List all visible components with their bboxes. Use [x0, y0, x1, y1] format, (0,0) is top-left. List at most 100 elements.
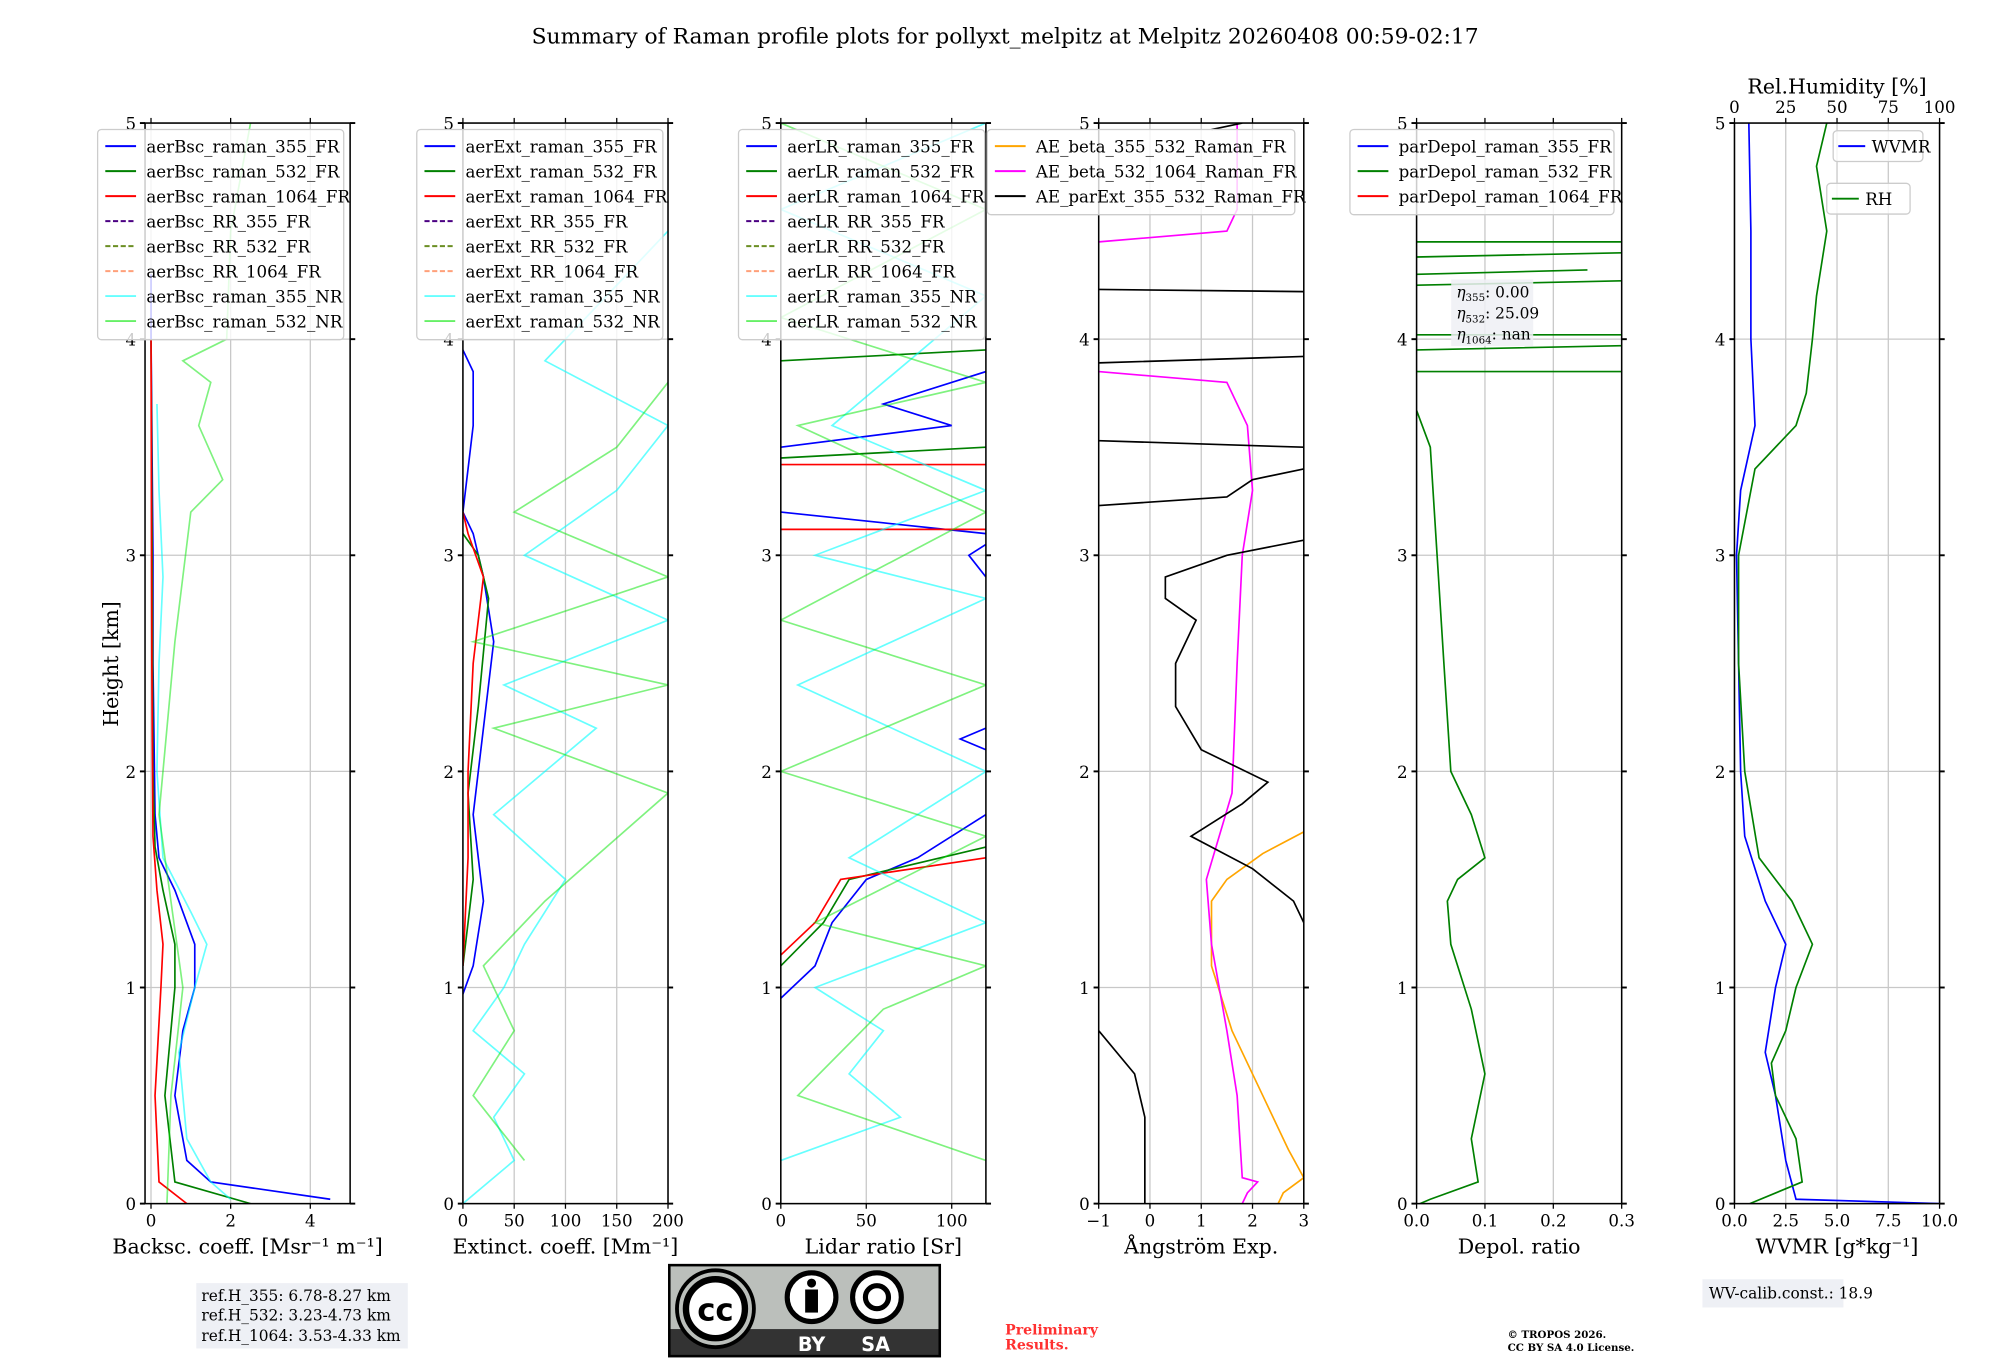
x-tick-label: 1 — [1196, 1212, 1207, 1231]
series-group — [1098, 123, 1304, 1204]
series-line-aerExt_raman_532_NR — [470, 381, 669, 1161]
y-tick-label: 3 — [1397, 547, 1408, 566]
legend-label: aerBsc_raman_532_FR — [146, 163, 340, 182]
series-line-parDepol_raman_532_FR — [1416, 241, 1622, 1204]
top-x-tick-label: 0 — [1729, 98, 1740, 117]
y-tick-label: 1 — [1397, 979, 1408, 998]
legend-label: aerExt_raman_532_FR — [465, 163, 657, 182]
legend-box — [1832, 130, 1924, 163]
license-by: BY — [798, 1333, 827, 1356]
legend-box — [737, 128, 986, 341]
y-tick-label: 1 — [125, 979, 136, 998]
x-tick-label: 0.2 — [1540, 1212, 1567, 1231]
y-tick-label: 1 — [1079, 979, 1090, 998]
x-axis-label: Lidar ratio [Sr] — [805, 1235, 962, 1259]
series-line-AE_beta_355_532_Raman_FR — [1210, 831, 1304, 1204]
legend-label: aerExt_raman_355_NR — [465, 288, 660, 307]
preliminary-note-line1: Preliminary — [1005, 1322, 1099, 1338]
series-line-aerLR_raman_1064_FR — [780, 463, 986, 956]
series-line-aerExt_raman_532_FR — [462, 533, 490, 966]
legend-label: aerLR_raman_1064_FR — [787, 188, 985, 207]
legend-label: aerExt_RR_532_FR — [465, 238, 627, 257]
y-tick-label: 2 — [125, 763, 136, 782]
legend-label: aerExt_raman_1064_FR — [465, 188, 667, 207]
cc-by-sa-logo: cc BY SA — [668, 1263, 942, 1358]
x-tick-label: 7.5 — [1875, 1212, 1902, 1231]
y-tick-label: 2 — [1079, 763, 1090, 782]
series-line-aerLR_raman_532_FR — [780, 349, 986, 967]
legend-label: aerLR_raman_355_FR — [787, 138, 974, 157]
series-line-WVMR — [1735, 123, 1940, 1204]
y-tick-label: 2 — [1397, 763, 1408, 782]
x-tick-label: 0.1 — [1472, 1212, 1499, 1231]
y-tick-label: 0 — [1397, 1195, 1408, 1214]
y-tick-label: 0 — [125, 1195, 136, 1214]
eta-value-355: η355: 0.00 — [1456, 283, 1529, 304]
legend-label: AE_beta_532_1064_Raman_FR — [1035, 163, 1297, 182]
legend-label: parDepol_raman_532_FR — [1399, 163, 1612, 182]
axes-frame — [1415, 122, 1623, 1205]
wv-calibration-box: WV-calib.const.: 18.9 — [1702, 1279, 1873, 1308]
legend-label: RH — [1865, 190, 1892, 209]
series-line-aerBsc_raman_355_NR — [156, 404, 232, 1200]
top-x-axis-label: Rel.Humidity [%] — [1747, 75, 1926, 99]
reference-heights-box: ref.H_355: 6.78-8.27 km ref.H_532: 3.23-… — [196, 1283, 408, 1349]
legend-label: aerBsc_raman_355_NR — [146, 288, 343, 307]
top-x-tick-label: 50 — [1826, 98, 1847, 117]
preliminary-note-line2: Results. — [1005, 1338, 1069, 1354]
legend-label: aerBsc_raman_1064_FR — [146, 188, 350, 207]
y-tick-label: 2 — [443, 763, 454, 782]
y-tick-label: 5 — [125, 114, 136, 133]
legend-box — [986, 128, 1296, 216]
series-group — [1735, 123, 1940, 1204]
legend-label: aerLR_raman_532_NR — [787, 313, 977, 332]
copyright-line1: © TROPOS 2026. — [1508, 1329, 1607, 1341]
x-tick-label: 50 — [856, 1212, 877, 1231]
legend-label: AE_beta_355_532_Raman_FR — [1035, 138, 1286, 157]
series-line-aerExt_raman_1064_FR — [462, 511, 485, 966]
x-tick-label: 50 — [504, 1212, 525, 1231]
top-x-tick-label: 25 — [1775, 98, 1796, 117]
legend-WVMR: WVMR — [1832, 130, 1931, 163]
series-line-aerBsc_raman_355_FR — [150, 274, 331, 1201]
x-tick-label: 0.3 — [1608, 1212, 1635, 1231]
license-sa: SA — [861, 1333, 890, 1356]
x-tick-label: 0.0 — [1721, 1212, 1748, 1231]
share-alike-icon — [850, 1270, 904, 1325]
attribution-icon — [784, 1270, 839, 1325]
x-axis-label: WVMR [g*kg⁻¹] — [1756, 1235, 1919, 1259]
x-tick-label: 10.0 — [1921, 1212, 1958, 1231]
y-tick-label: 3 — [761, 547, 772, 566]
y-tick-label: 1 — [443, 979, 454, 998]
series-line-AE_beta_532_1064_Raman_FR — [1098, 123, 1260, 1204]
y-tick-label: 5 — [443, 114, 454, 133]
legend-label: aerBsc_raman_355_FR — [146, 138, 340, 157]
y-tick-label: 3 — [1715, 547, 1726, 566]
x-axis-label: Depol. ratio — [1458, 1235, 1581, 1259]
y-tick-label: 5 — [761, 114, 772, 133]
x-axis-label: Backsc. coeff. [Msr⁻¹ m⁻¹] — [112, 1235, 382, 1259]
x-tick-label: 0 — [1145, 1212, 1156, 1231]
legend-label: parDepol_raman_1064_FR — [1399, 188, 1623, 207]
series-line-aerExt_raman_355_NR — [462, 230, 669, 1204]
x-tick-label: 3 — [1298, 1212, 1309, 1231]
y-tick-label: 2 — [1715, 763, 1726, 782]
legend-label: parDepol_raman_355_FR — [1399, 138, 1612, 157]
x-tick-label: 150 — [601, 1212, 633, 1231]
copyright-line2: CC BY SA 4.0 License. — [1508, 1342, 1635, 1354]
series-group — [462, 230, 669, 1204]
y-tick-label: 5 — [1397, 114, 1408, 133]
x-tick-label: 2 — [225, 1212, 236, 1231]
axes-frame — [780, 122, 987, 1205]
legend-label: WVMR — [1872, 138, 1931, 157]
x-axis-label: Extinct. coeff. [Mm⁻¹] — [453, 1235, 679, 1259]
legend-label: aerExt_raman_355_FR — [465, 138, 657, 157]
top-x-tick-label: 100 — [1924, 98, 1956, 117]
y-tick-label: 4 — [1079, 331, 1090, 350]
x-tick-label: 0 — [458, 1212, 469, 1231]
x-tick-label: −1 — [1086, 1212, 1111, 1231]
series-group — [1416, 241, 1622, 1204]
legend: AE_beta_355_532_Raman_FR AE_beta_532_1064… — [986, 128, 1306, 216]
